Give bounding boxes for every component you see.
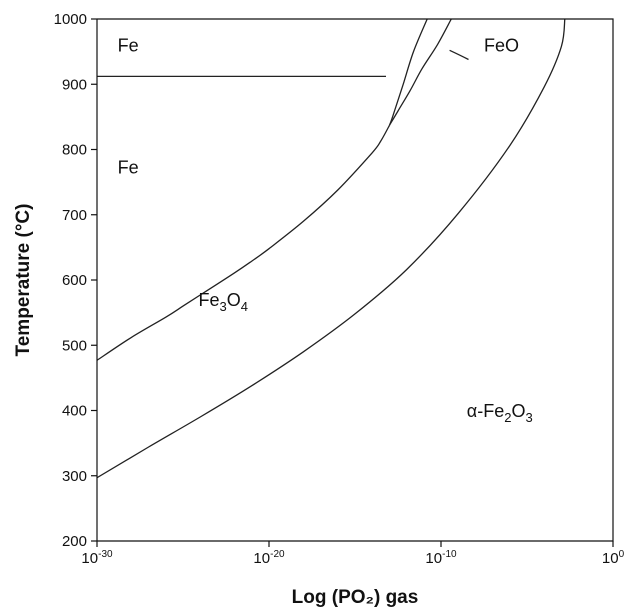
- y-tick-label: 800: [62, 142, 87, 159]
- region-label: FeO: [484, 36, 519, 56]
- phase-boundary-3: [97, 19, 566, 479]
- plot-area: [97, 19, 566, 479]
- y-tick-label: 400: [62, 403, 87, 420]
- phase-boundary-2: [388, 19, 452, 126]
- region-label: Fe: [118, 158, 139, 178]
- y-tick-label: 900: [62, 76, 87, 93]
- phase-boundary-1: [388, 19, 428, 126]
- y-tick-label: 500: [62, 337, 87, 354]
- x-tick-label: 10-30: [81, 549, 113, 567]
- x-axis-title: Log (PO₂) gas: [292, 587, 419, 608]
- x-tick-label: 10-10: [425, 549, 457, 567]
- x-tick-label: 100: [602, 549, 625, 567]
- y-tick-label: 1000: [54, 11, 87, 28]
- y-tick-label: 300: [62, 468, 87, 485]
- region-label: Fe: [118, 36, 139, 56]
- region-label: α-Fe2O3: [467, 401, 533, 425]
- axis-ticks: 200 300 400 500 600 700 800 900 1000 10-30 10-20 10…: [54, 11, 625, 567]
- phase-boundary-0: [97, 125, 390, 361]
- y-tick-label: 700: [62, 207, 87, 224]
- y-tick-label: 600: [62, 272, 87, 289]
- x-tick-label: 10-20: [253, 549, 285, 567]
- region-label: Fe3O4: [198, 290, 248, 314]
- y-axis-title: Temperature (°C): [13, 204, 34, 357]
- annotations: Fe FeO Fe Fe3O4 α-Fe2O3: [118, 36, 533, 425]
- y-tick-label: 200: [62, 533, 87, 550]
- phase-boundary-5: [449, 49, 469, 61]
